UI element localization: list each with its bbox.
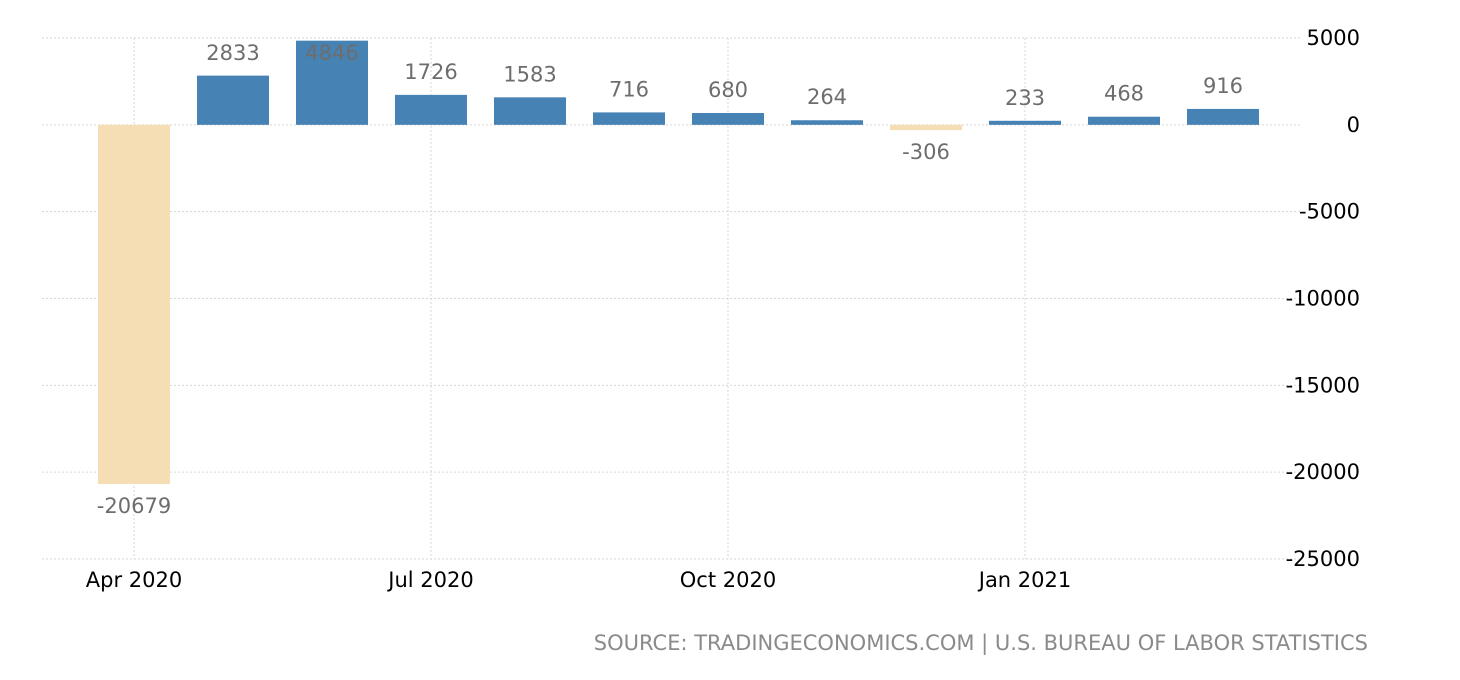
x-axis: Apr 2020 Jul 2020 Oct 2020 Jan 2021 (86, 568, 1071, 592)
source-note: SOURCE: TRADINGECONOMICS.COM | U.S. BURE… (594, 631, 1368, 656)
y-tick-label: -25000 (1286, 547, 1360, 571)
bar (890, 124, 962, 131)
bars (98, 40, 1259, 484)
x-tick-label: Apr 2020 (86, 568, 182, 592)
bar (395, 94, 467, 125)
y-tick-label: 5000 (1307, 26, 1360, 50)
bar-value-label: 468 (1104, 82, 1144, 106)
bar (791, 120, 863, 125)
bar-value-label: -20679 (97, 494, 171, 518)
bar-value-label: 916 (1203, 74, 1243, 98)
bar (197, 75, 269, 125)
bar (296, 40, 368, 125)
bar-value-label: 1583 (503, 62, 556, 86)
bar (989, 120, 1061, 125)
bar (494, 97, 566, 125)
y-axis: 5000 0 -5000 -10000 -15000 -20000 -25000 (1286, 26, 1360, 571)
bar-value-label: 1726 (404, 60, 457, 84)
bar-value-label: 716 (609, 77, 649, 101)
bar-value-label: 233 (1005, 86, 1045, 110)
bar (593, 112, 665, 125)
y-tick-label: -20000 (1286, 460, 1360, 484)
bar-value-label: 680 (708, 78, 748, 102)
bar-value-label: 2833 (206, 41, 259, 65)
x-tick-label: Jan 2021 (977, 568, 1072, 592)
x-tick-label: Oct 2020 (680, 568, 776, 592)
y-tick-label: -10000 (1286, 287, 1360, 311)
bar-value-label: -306 (902, 140, 950, 164)
y-tick-label: -5000 (1299, 200, 1360, 224)
bar (1088, 116, 1160, 125)
x-tick-label: Jul 2020 (386, 568, 473, 592)
y-tick-label: 0 (1347, 113, 1360, 137)
bar-value-label: 4846 (305, 41, 358, 65)
bar (1187, 108, 1259, 125)
bar-value-label: 264 (807, 85, 847, 109)
bar (98, 124, 170, 484)
data-labels: -20679 2833 4846 1726 1583 716 680 264 -306 233 46… (97, 41, 1243, 518)
bar (692, 113, 764, 125)
y-tick-label: -15000 (1286, 373, 1360, 397)
